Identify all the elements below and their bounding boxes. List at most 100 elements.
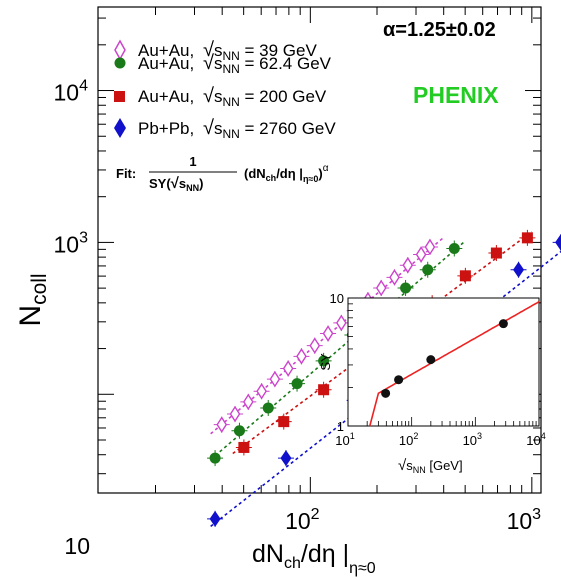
inset-data-points [381,319,508,398]
alpha-annotation: α=1.25±0.02 [383,19,496,41]
marker-open-diamond [424,238,436,256]
legend-text-pbpb-2760: Pb+Pb, √sNN = 2760 GeV [138,117,336,141]
legend-marker-filled-circle [114,57,126,69]
y-tick-label-plain: 10 [64,533,90,559]
legend-entry-auau-62: Au+Au, √sNN = 62.4 GeV [114,52,332,76]
inset-x-tick-label: 102 [399,431,418,448]
legend-text-auau-200: Au+Au, √sNN = 200 GeV [138,85,327,109]
data-point [488,245,505,262]
marker-open-diamond [242,393,254,411]
marker-open-diamond [256,382,267,400]
data-point [397,279,414,296]
experiment-label: PHENIX [413,82,499,108]
inset-fit-curve [369,301,540,427]
data-point [306,337,323,354]
marker-open-diamond [282,360,294,377]
marker-open-diamond [216,416,228,433]
data-point [315,381,332,398]
fit-formula-denominator: SY(√sNN) [149,175,203,193]
legend-text-auau-39: Au+Au, √sNN = 39 GeV [138,39,317,63]
marker-open-diamond [375,279,387,297]
marker-filled-square [490,247,502,259]
marker-filled-square [238,441,250,453]
x-axis-label-condition: η≈0 [349,560,376,577]
inset-tick-labels: 101 102 103 104 1 10 [330,291,546,448]
inset-x-tick-label: 101 [335,431,354,448]
data-point [260,399,277,416]
marker-open-diamond [296,348,307,365]
marker-filled-square [278,416,290,428]
legend: Au+Au, √sNN = 39 GeV Au+Au, √sNN = 62.4 … [114,39,336,141]
marker-filled-circle [209,452,221,464]
data-point [333,314,350,332]
legend-entry-auau-200: Au+Au, √sNN = 200 GeV [114,85,327,109]
data-point [227,405,244,423]
marker-filled-circle [262,402,274,414]
legend-marker-filled-diamond [114,118,126,138]
fit-line [210,240,466,461]
main-tick-labels: 102 103 104 103 104 10 [54,78,542,560]
inset-chart: 101 102 103 104 1 10 SY √sNN [GeV] [318,291,546,475]
marker-filled-square [521,232,533,244]
fit-formula-prefix: Fit: [116,166,136,181]
inset-y-axis-label: SY [318,353,333,371]
inset-data-point [381,388,391,398]
y-axis-label-sub: coll [28,273,51,305]
main-plot-frame [97,6,542,494]
fit-formula-numerator: 1 [189,154,196,169]
marker-open-diamond [322,325,334,342]
data-point [207,510,224,527]
y-tick-label: 103 [54,229,89,257]
marker-open-diamond [229,405,241,423]
data-point [253,382,270,400]
data-point [213,416,230,433]
x-tick-label: 103 [507,506,542,534]
data-point [293,348,310,365]
inset-x-tick-label: 103 [463,431,482,448]
marker-filled-diamond [280,450,292,467]
marker-open-diamond [402,256,414,274]
marker-filled-square [459,270,471,282]
data-point [235,439,252,456]
data-point [421,238,438,256]
x-axis-label-main: dN [252,540,284,568]
inset-data-point [394,375,404,385]
legend-entry-auau-39: Au+Au, √sNN = 39 GeV [114,39,317,63]
data-point [320,325,337,342]
marker-filled-circle [233,425,245,437]
fit-formula: Fit: 1 SY(√sNN) (dNch/dη |η≈0)α [116,154,329,193]
inset-x-tick-label: 104 [526,431,545,448]
marker-filled-square [318,384,330,396]
y-axis-label-main: N [14,305,47,327]
x-axis-label: dNch/dη |η≈0 [252,540,376,577]
data-point [386,269,403,286]
marker-filled-diamond [555,234,561,251]
marker-filled-circle [318,355,330,367]
inset-y-tick-label: 1 [337,419,344,434]
inset-y-tick-label: 10 [330,291,344,306]
legend-sqrt-sign: √ [203,39,214,61]
y-tick-label: 104 [54,78,89,106]
marker-filled-circle [400,282,412,294]
fit-formula-body: (dNch/dη |η≈0)α [244,163,329,184]
data-point [289,375,306,392]
marker-open-diamond [336,314,347,332]
data-point [315,352,332,369]
legend-entry-pbpb-2760: Pb+Pb, √sNN = 2760 GeV [114,117,336,141]
legend-sqrt-sign: √ [203,52,214,74]
data-point [419,261,436,278]
marker-open-diamond [269,370,281,388]
fit-line [210,250,561,528]
inset-axis-ticks [347,297,537,427]
data-point [231,422,248,439]
x-axis-label-sub: ch [284,555,301,572]
legend-sqrt-sign: √ [203,85,214,107]
marker-filled-diamond [209,510,221,527]
inset-data-point [498,319,508,329]
marker-open-diamond [389,269,400,286]
legend-sqrt-sign: √ [203,117,214,139]
data-point [399,256,416,274]
marker-filled-circle [448,242,460,254]
x-axis-label-tail: /dη | [301,540,349,568]
